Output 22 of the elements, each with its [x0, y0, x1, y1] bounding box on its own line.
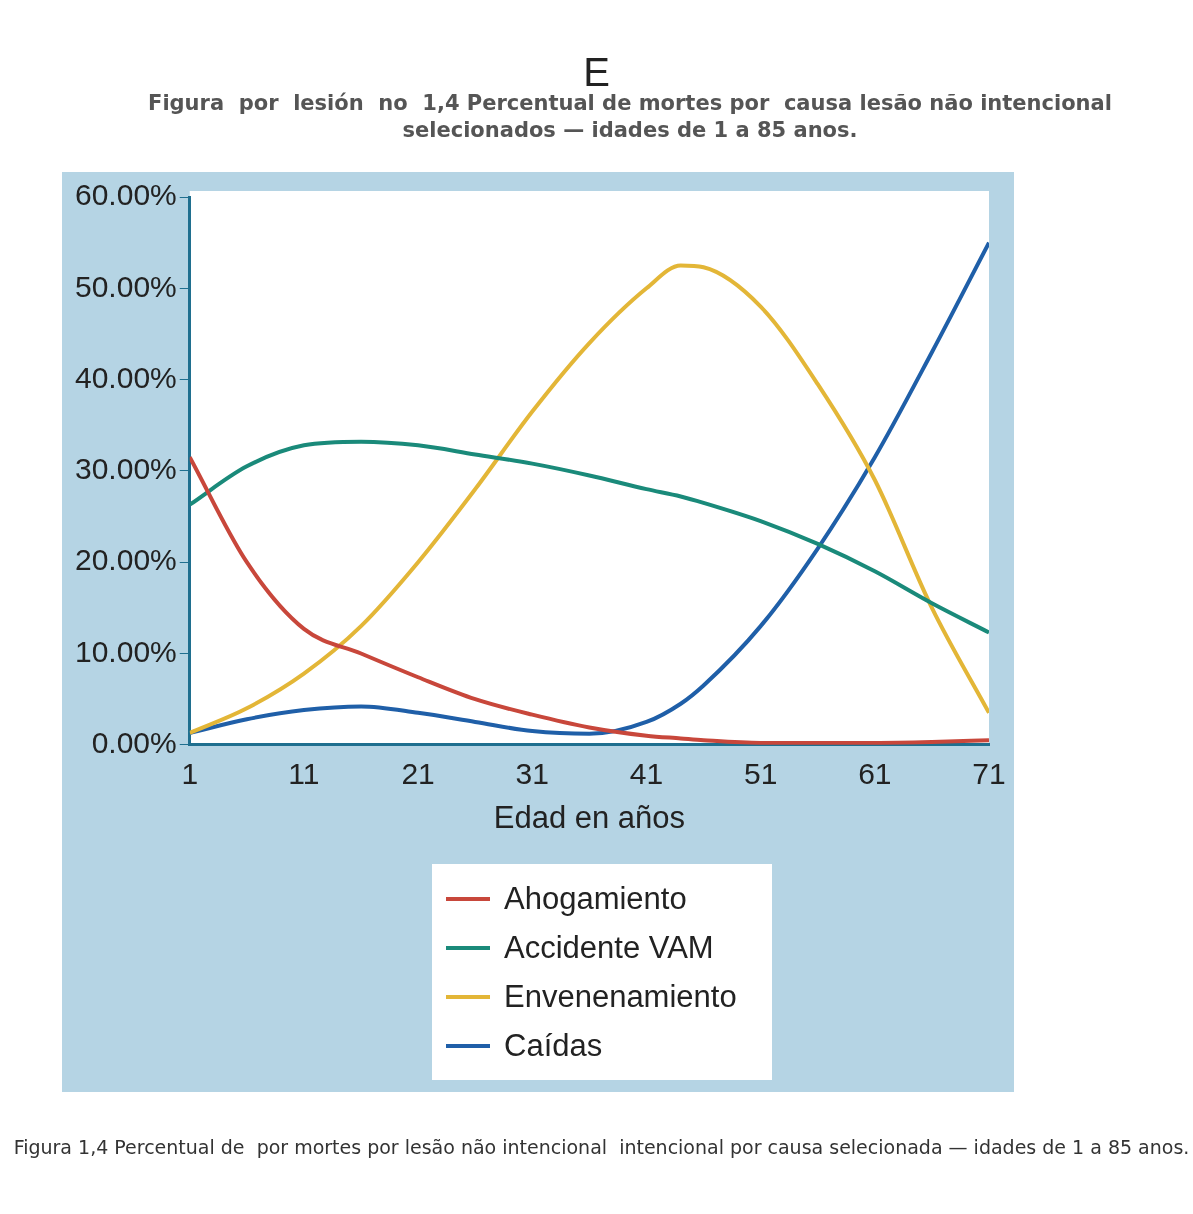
legend-label: Ahogamiento — [504, 880, 687, 917]
line-series — [189, 439, 989, 635]
x-tick-label: 51 — [743, 757, 778, 791]
x-axis-title: Edad en años — [493, 799, 686, 835]
y-tick-label: 60.00% — [75, 178, 177, 212]
x-tick-label: 41 — [629, 757, 664, 791]
y-tick-label: 20.00% — [75, 543, 177, 577]
x-tick-label: 71 — [972, 757, 1006, 791]
y-tick-label: 30.00% — [75, 452, 177, 486]
x-tick-label: 31 — [515, 757, 549, 791]
legend-label: Accidente VAM — [504, 929, 714, 966]
y-tick-label: 50.00% — [75, 269, 177, 303]
x-tick-label: 11 — [288, 757, 320, 791]
x-tick-label: 61 — [858, 757, 892, 791]
legend-label: Caídas — [504, 1027, 603, 1064]
y-tick-label: 0.00% — [91, 726, 177, 760]
text: Figura 1,4 Percentual de por mortes por lesão não intencional intencional por causa selecionada — idades de 1 a 85 anos. — [12, 1135, 1191, 1160]
legend-label: Envenenamiento — [504, 978, 737, 1015]
x-tick-label: 21 — [401, 757, 435, 791]
y-tick-label: 10.00% — [75, 634, 177, 668]
y-tick-label: 40.00% — [75, 360, 177, 394]
x-tick-label: 1 — [181, 757, 199, 791]
